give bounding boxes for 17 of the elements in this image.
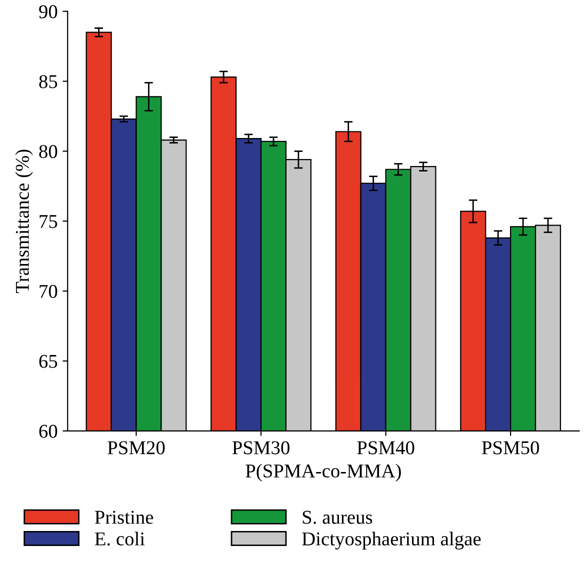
x-axis-title: P(SPMA-co-MMA) <box>246 464 401 482</box>
x-tick-label: PSM20 <box>108 441 165 454</box>
x-tick-label: PSM40 <box>357 441 414 454</box>
legend-label: S. aureus <box>302 510 372 524</box>
y-tick-label: 65 <box>39 354 58 368</box>
y-axis-title: Transmittance (%) <box>15 150 33 294</box>
y-tick-label: 75 <box>40 215 58 228</box>
y-tick-label: 90 <box>39 5 58 18</box>
y-tick-label: 85 <box>39 75 58 88</box>
x-tick-label: PSM50 <box>482 441 539 454</box>
legend-label: E. coli <box>94 532 145 546</box>
x-tick-label: PSM30 <box>232 441 290 454</box>
legend-label: Pristine <box>94 510 154 524</box>
y-tick-label: 70 <box>40 284 58 298</box>
y-tick-label: 80 <box>39 145 58 158</box>
y-tick-label: 60 <box>39 424 58 438</box>
legend-label: Dictyosphaerium algae <box>302 532 481 550</box>
